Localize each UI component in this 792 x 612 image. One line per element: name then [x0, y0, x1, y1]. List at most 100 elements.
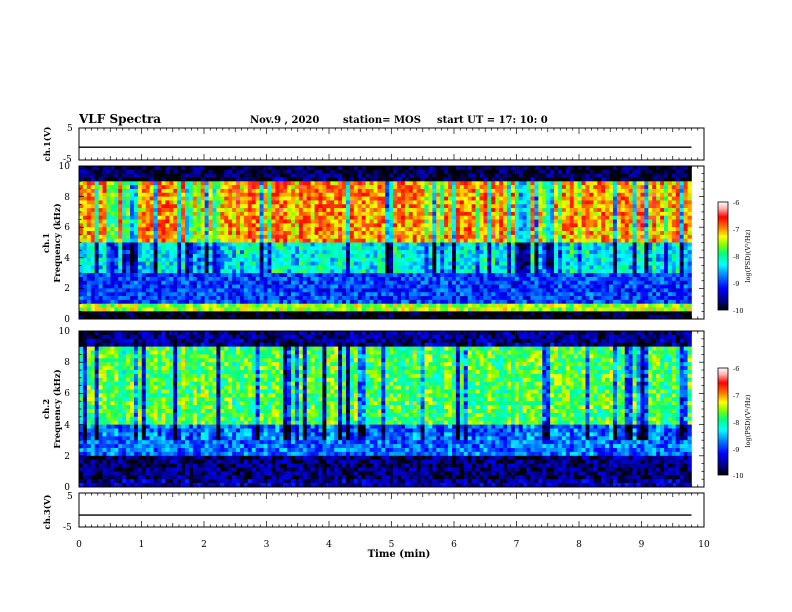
spectrogram-cell	[247, 173, 253, 178]
spectrogram-cell	[130, 211, 135, 217]
spectrogram-cell	[393, 280, 398, 285]
spectrogram-cell	[126, 181, 131, 186]
spectrogram-cell	[102, 269, 107, 274]
spectrogram-cell	[404, 208, 410, 213]
spectrogram-cell	[118, 192, 123, 197]
spectrogram-cell	[526, 273, 531, 278]
spectrogram-cell	[263, 188, 268, 194]
spectrogram-cell	[479, 292, 484, 297]
spectrogram-cell	[196, 269, 202, 274]
spectrogram-cell	[397, 215, 402, 220]
spectrogram-cell	[133, 196, 139, 201]
spectrogram-cell	[338, 211, 343, 217]
spectrogram-cell	[298, 269, 304, 274]
spectrogram-cell	[503, 303, 508, 308]
spectrogram-cell	[377, 288, 382, 293]
spectrogram-cell	[424, 292, 429, 297]
spectrogram-cell	[137, 185, 143, 190]
spectrogram-cell	[98, 188, 103, 194]
spectrogram-cell	[165, 303, 170, 308]
spectrogram-cell	[200, 315, 205, 320]
spectrogram-cell	[546, 250, 551, 255]
spectrogram-cell	[287, 273, 292, 278]
spectrogram-cell	[538, 280, 543, 285]
spectrogram-cell	[157, 307, 162, 312]
spectrogram-cell	[200, 280, 205, 285]
spectrogram-cell	[137, 276, 143, 282]
spectrogram-cell	[149, 192, 154, 197]
spectrogram-cell	[322, 204, 327, 209]
spectrogram-cell	[322, 265, 327, 270]
spectrogram-cell	[106, 257, 111, 262]
spectrogram-cell	[400, 227, 406, 232]
spectrogram-cell	[349, 181, 355, 186]
spectrogram-cell	[169, 166, 174, 171]
spectrogram-cell	[287, 234, 292, 239]
spectrogram-cell	[287, 219, 292, 224]
spectrogram-cell	[491, 219, 496, 224]
spectrogram-cell	[487, 238, 492, 243]
spectrogram-cell	[479, 234, 484, 239]
spectrogram-cell	[404, 257, 410, 262]
spectrogram-cell	[412, 296, 417, 301]
spectrogram-cell	[377, 250, 382, 255]
spectrogram-cell	[365, 296, 370, 301]
spectrogram-cell	[294, 257, 300, 262]
spectrogram-cell	[212, 227, 217, 232]
spectrogram-cell	[247, 238, 253, 243]
spectrogram-cell	[294, 227, 300, 232]
spectrogram-cell	[400, 185, 406, 190]
spectrogram-cell	[263, 196, 268, 201]
spectrogram-cell	[228, 238, 233, 243]
spectrogram-cell	[393, 192, 398, 197]
spectrogram-cell	[224, 192, 229, 197]
spectrogram-cell	[251, 200, 256, 205]
spectrogram-cell	[518, 181, 523, 186]
spectrogram-cell	[90, 288, 96, 293]
spectrogram-cell	[243, 261, 249, 266]
spectrogram-cell	[436, 181, 441, 186]
spectrogram-cell	[291, 166, 296, 171]
spectrogram-cell	[86, 227, 92, 232]
spectrogram-cell	[463, 250, 469, 255]
spectrogram-cell	[236, 269, 241, 274]
spectrogram-cell	[79, 265, 84, 270]
spectrogram-cell	[220, 253, 225, 259]
spectrogram-cell	[259, 273, 264, 278]
spectrogram-cell	[275, 242, 280, 247]
spectrogram-cell	[247, 177, 253, 182]
spectrogram-cell	[79, 299, 84, 305]
spectrogram-cell	[165, 246, 170, 251]
spectrogram-cell	[306, 177, 311, 182]
spectrogram-cell	[224, 296, 229, 301]
spectrogram-cell	[173, 250, 178, 255]
spectrogram-cell	[275, 273, 280, 278]
spectrogram-cell	[212, 219, 217, 224]
spectrogram-cell	[510, 299, 516, 305]
spectrogram-cell	[381, 185, 386, 190]
spectrogram-cell	[534, 265, 539, 270]
spectrogram-cell	[322, 211, 327, 217]
spectrogram-cell	[247, 311, 253, 316]
spectrogram-cell	[487, 196, 492, 201]
spectrogram-cell	[90, 177, 96, 182]
spectrogram-cell	[165, 177, 170, 182]
spectrogram-cell	[137, 196, 143, 201]
spectrogram-cell	[306, 215, 311, 220]
spectrogram-cell	[503, 253, 508, 259]
spectrogram-cell	[483, 273, 488, 278]
spectrogram-cell	[114, 211, 119, 217]
spectrogram-cell	[393, 215, 398, 220]
spectrogram-cell	[432, 200, 437, 205]
spectrogram-cell	[98, 292, 103, 297]
spectrogram-cell	[514, 223, 520, 228]
spectrogram-cell	[463, 261, 469, 266]
spectrogram-cell	[318, 303, 323, 308]
spectrogram-cell	[114, 177, 119, 182]
spectrogram-cell	[530, 307, 535, 312]
spectrogram-cell	[255, 261, 260, 266]
spectrogram-cell	[361, 307, 366, 312]
spectrogram-cell	[475, 231, 480, 236]
spectrogram-cell	[259, 311, 264, 316]
spectrogram-cell	[283, 265, 288, 270]
